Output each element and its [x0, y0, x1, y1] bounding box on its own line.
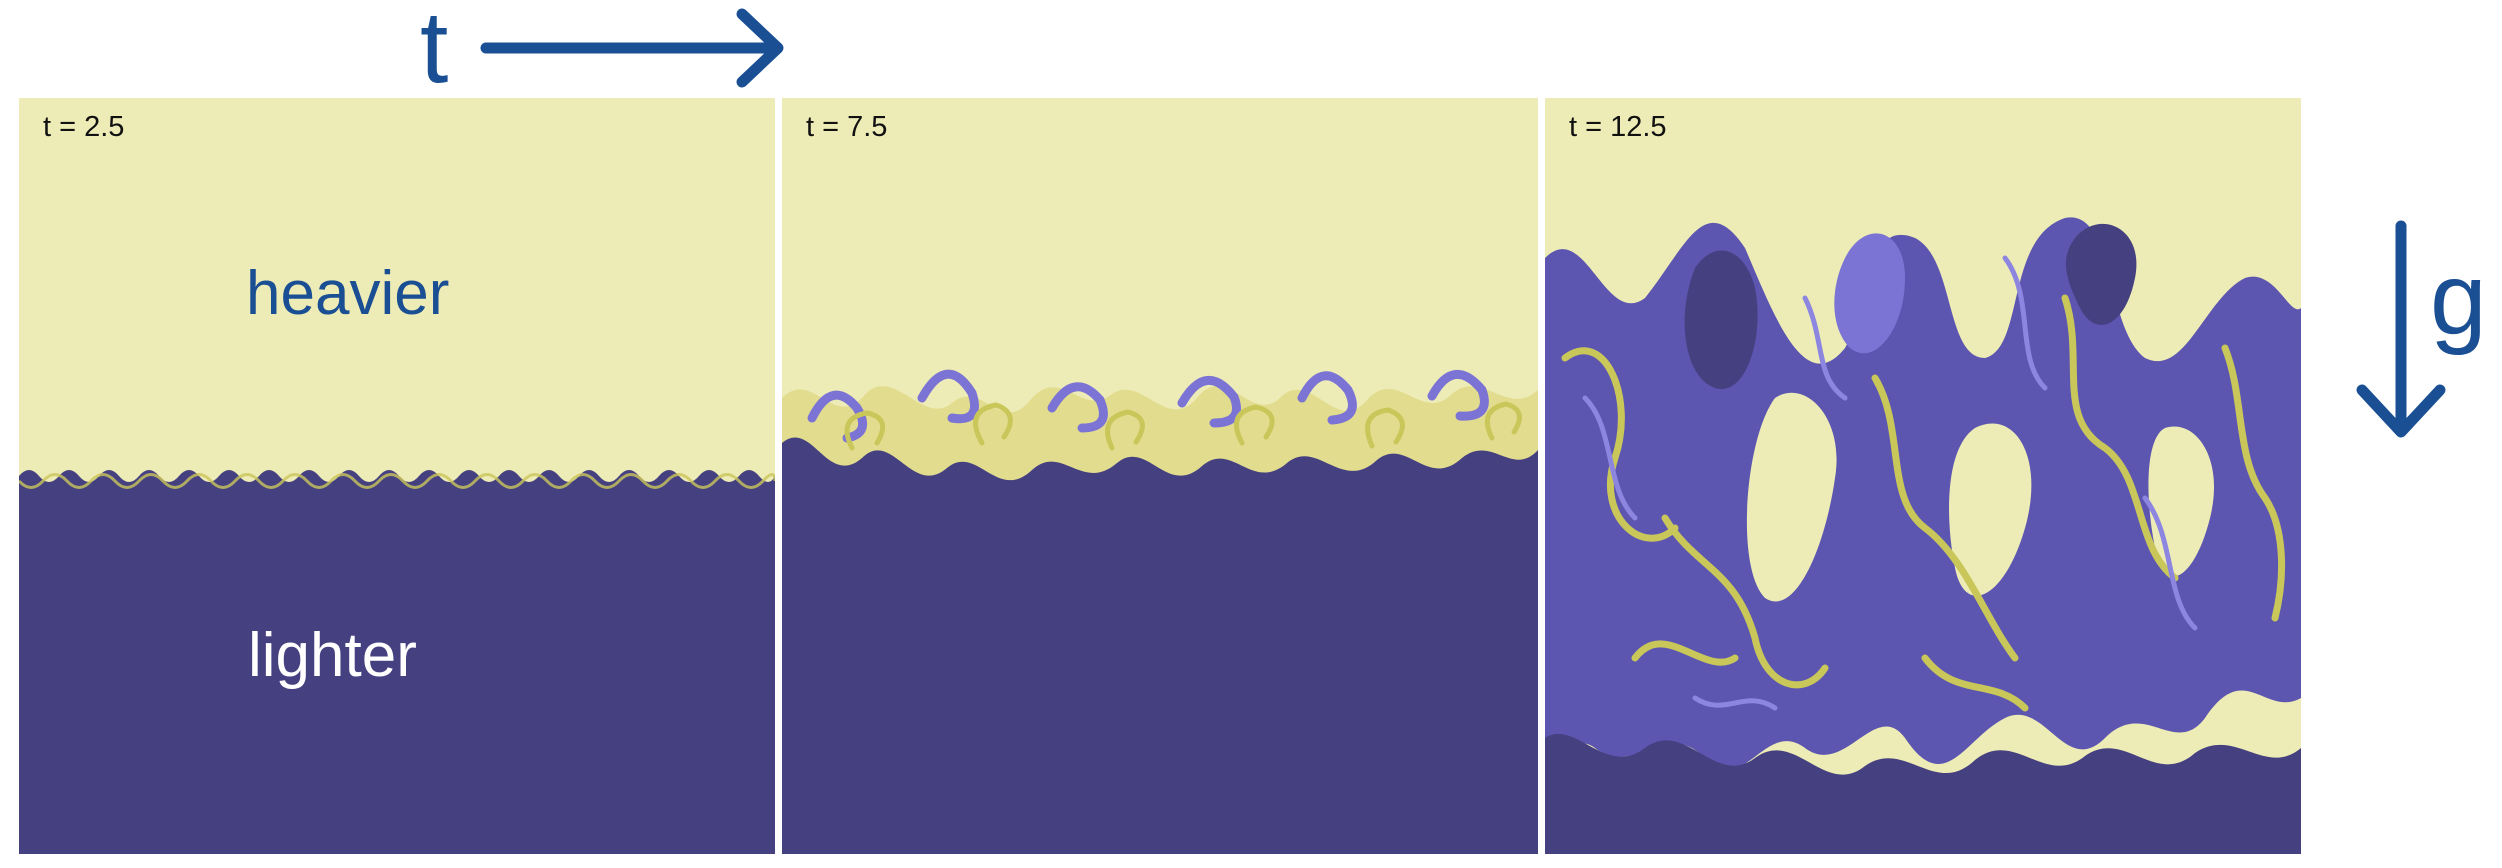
time-label: t = 7.5 [806, 111, 888, 143]
lighter-fluid-label: lighter [248, 621, 417, 690]
heavier-fluid-label: heavier [246, 259, 450, 328]
simulation-panel-early: t = 2.5 heavier lighter [19, 98, 775, 854]
simulation-panel-middle: t = 7.5 [782, 98, 1538, 854]
time-label: t = 2.5 [43, 111, 125, 143]
time-axis-label: t [420, 0, 449, 104]
fluid-field-middle [782, 98, 1538, 854]
gravity-arrow-icon [2356, 220, 2446, 438]
time-label: t = 12.5 [1569, 111, 1667, 143]
time-arrow-icon [480, 8, 784, 88]
gravity-label: g [2430, 242, 2487, 356]
fluid-field-late [1545, 98, 2301, 854]
simulation-panel-late: t = 12.5 [1545, 98, 2301, 854]
fluid-field-early [19, 98, 775, 854]
